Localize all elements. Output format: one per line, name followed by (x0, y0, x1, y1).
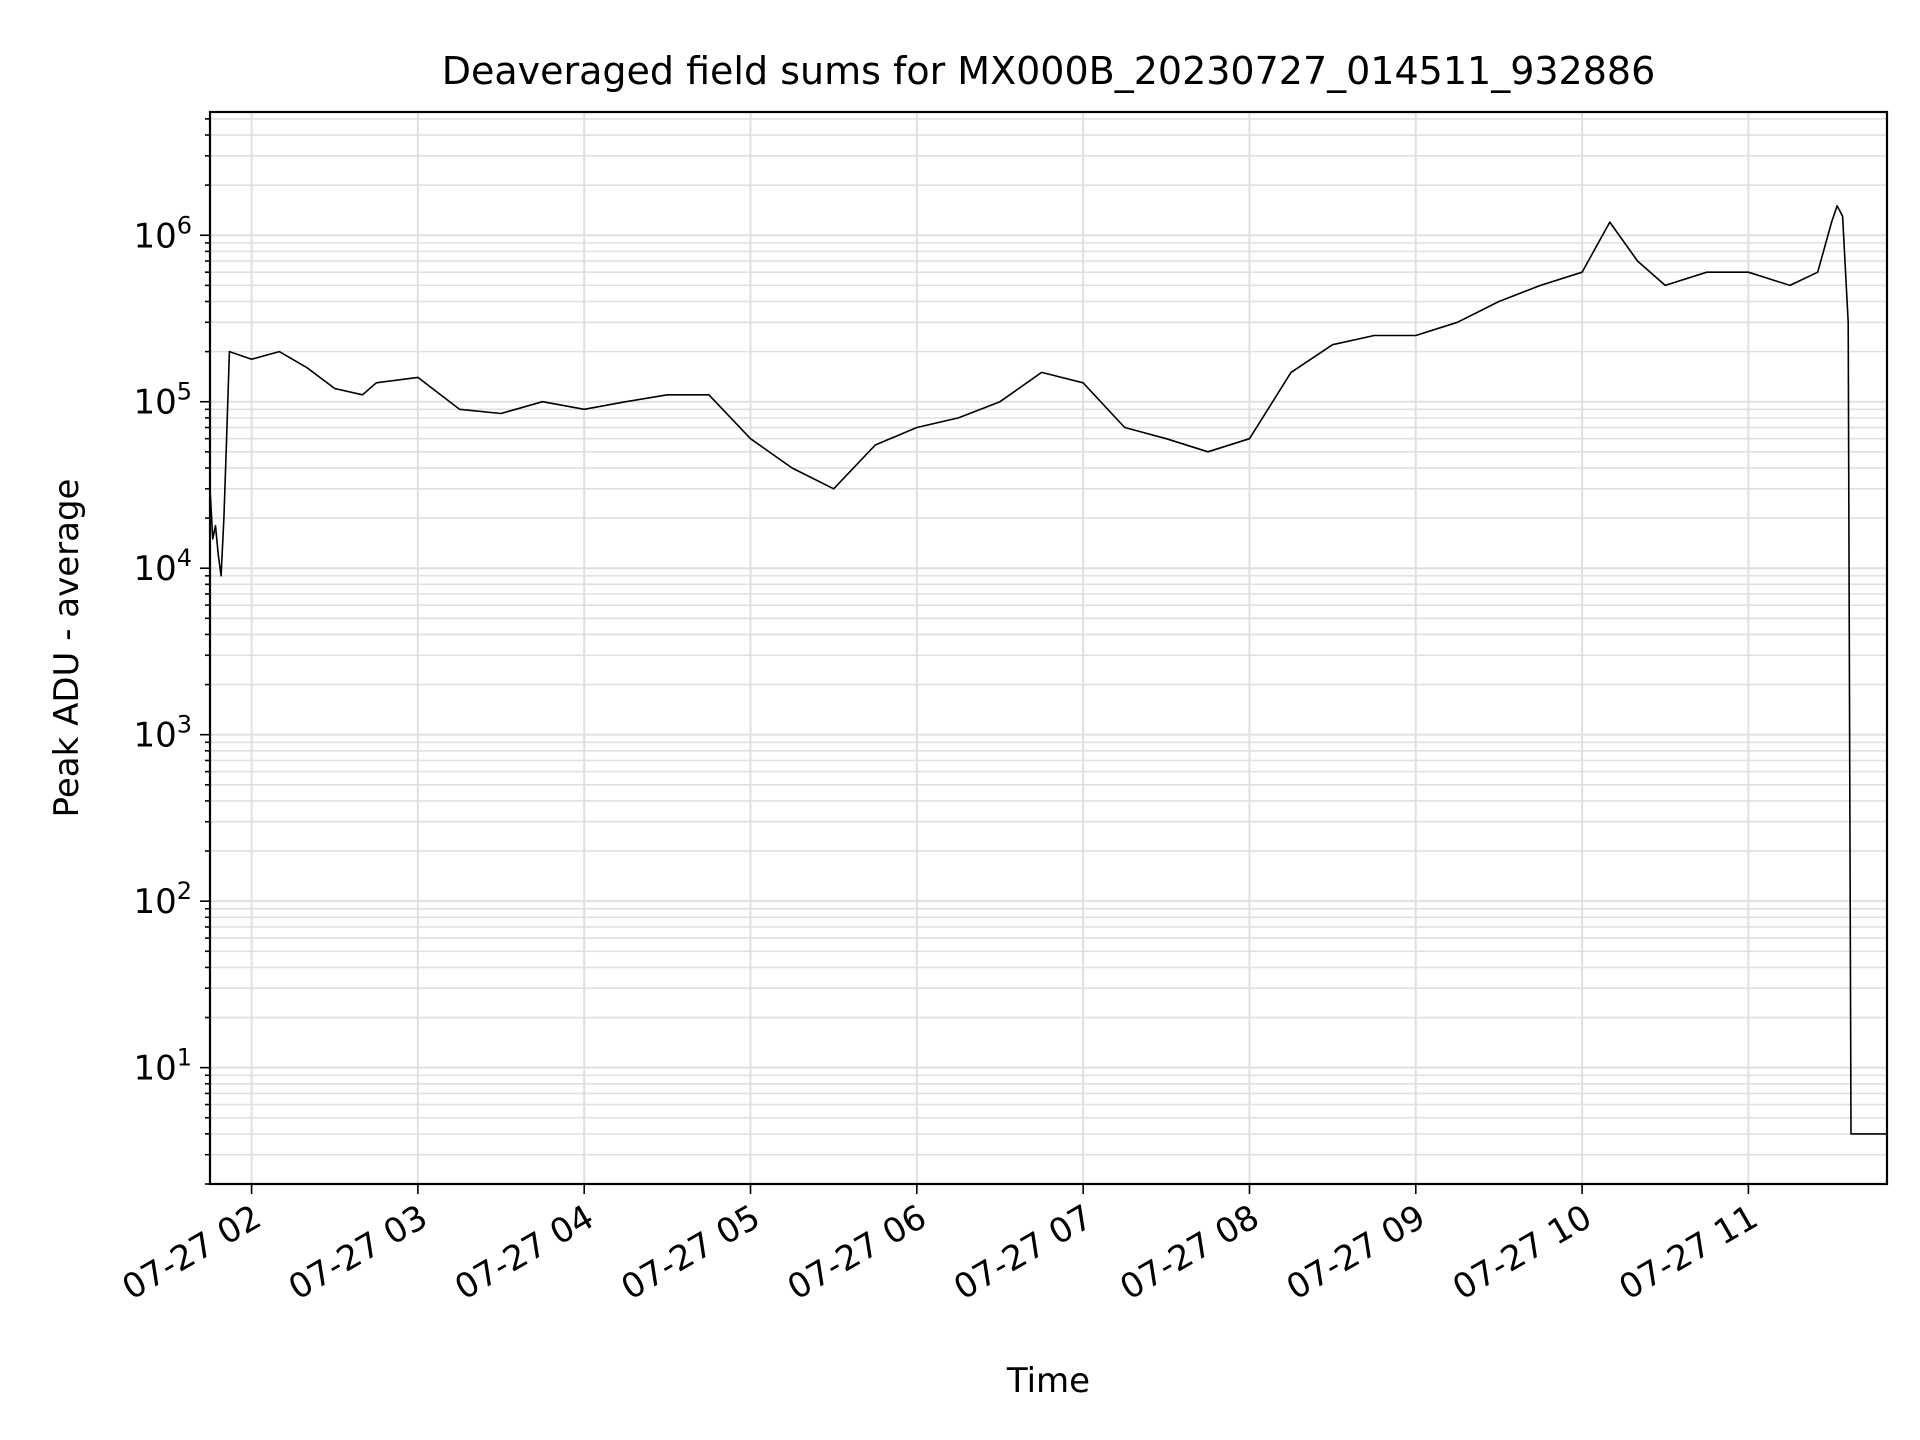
y-tick-exponent: 5 (177, 378, 192, 406)
x-tick-label: 07-27 04 (448, 1197, 600, 1308)
y-tick-label: 103 (133, 711, 192, 756)
y-tick-base: 10 (133, 882, 176, 922)
y-tick-base: 10 (133, 716, 176, 756)
y-axis-label: Peak ADU - average (47, 479, 87, 818)
x-tick-label: 07-27 05 (615, 1197, 767, 1308)
x-tick-label: 07-27 06 (781, 1197, 933, 1308)
y-tick-base: 10 (133, 1049, 176, 1089)
x-tick-label: 07-27 10 (1446, 1197, 1598, 1308)
y-tick-exponent: 1 (177, 1044, 192, 1072)
chart-title: Deaveraged field sums for MX000B_2023072… (442, 49, 1656, 93)
x-tick-label: 07-27 07 (947, 1197, 1099, 1308)
y-tick-exponent: 4 (177, 544, 192, 572)
y-tick-exponent: 6 (177, 211, 192, 239)
series-group (209, 205, 1887, 1135)
grid-lines (210, 112, 1887, 1185)
x-tick-label: 07-27 03 (282, 1197, 434, 1308)
y-tick-exponent: 2 (177, 877, 192, 905)
series-line (209, 205, 1887, 1135)
x-tick-label: 07-27 11 (1613, 1197, 1765, 1308)
y-tick-label: 105 (133, 378, 192, 423)
y-tick-label: 106 (133, 211, 192, 256)
x-tick-label: 07-27 09 (1280, 1197, 1432, 1308)
y-tick-base: 10 (133, 549, 176, 589)
y-tick-exponent: 3 (177, 711, 192, 739)
y-tick-label: 104 (133, 544, 192, 589)
plot-frame (208, 110, 1889, 1186)
x-axis-label: Time (1006, 1361, 1090, 1401)
y-tick-label: 101 (133, 1044, 192, 1089)
y-tick-base: 10 (133, 216, 176, 256)
y-tick-label: 102 (133, 877, 192, 922)
x-tick-label: 07-27 08 (1114, 1197, 1266, 1308)
x-tick-label: 07-27 02 (116, 1197, 268, 1308)
y-tick-base: 10 (133, 383, 176, 423)
